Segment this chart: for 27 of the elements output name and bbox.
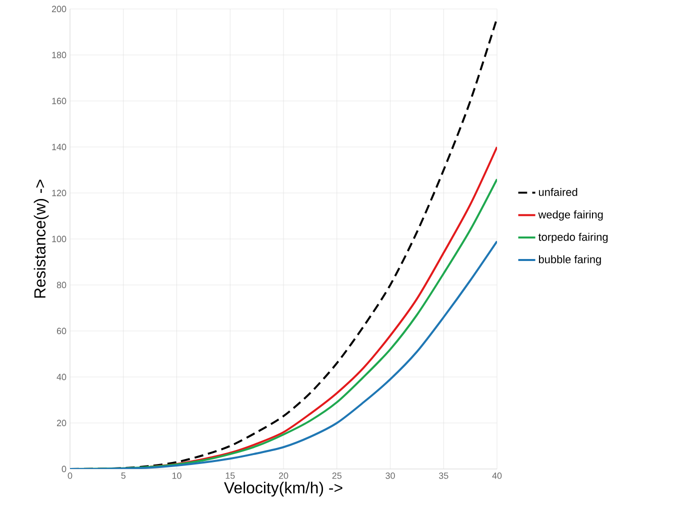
x-tick-label: 30 <box>386 472 395 479</box>
y-tick-label: 20 <box>56 420 66 426</box>
y-axis-title: Resistance(w) -> <box>34 180 49 298</box>
x-tick-label: 15 <box>226 472 235 479</box>
y-tick-label: 120 <box>52 190 66 196</box>
legend-label: torpedo fairing <box>538 232 608 244</box>
x-tick-label: 35 <box>438 472 448 479</box>
y-tick-label: 180 <box>52 52 66 58</box>
y-tick-label: 0 <box>62 466 66 472</box>
legend-label: bubble faring <box>538 255 601 266</box>
legend-label: unfaired <box>538 188 578 196</box>
legend-label: wedge fairing <box>538 210 603 221</box>
line-series <box>149 146 498 468</box>
x-tick-label: 10 <box>172 472 182 479</box>
x-tick-label: 0 <box>68 472 72 479</box>
y-tick-label: 200 <box>52 6 66 12</box>
y-tick-label: 60 <box>56 328 66 334</box>
x-tick-label: 5 <box>121 472 126 479</box>
y-tick-label: 80 <box>56 282 66 288</box>
x-axis-title: Velocity(km/h) -> <box>224 482 342 497</box>
x-tick-label: 25 <box>332 472 342 479</box>
y-tick-label: 40 <box>56 374 66 380</box>
y-tick-label: 100 <box>52 236 66 242</box>
y-tick-label: 160 <box>52 98 66 104</box>
x-tick-label: 20 <box>278 472 288 479</box>
y-tick-label: 140 <box>52 144 66 150</box>
x-tick-label: 40 <box>492 472 502 479</box>
